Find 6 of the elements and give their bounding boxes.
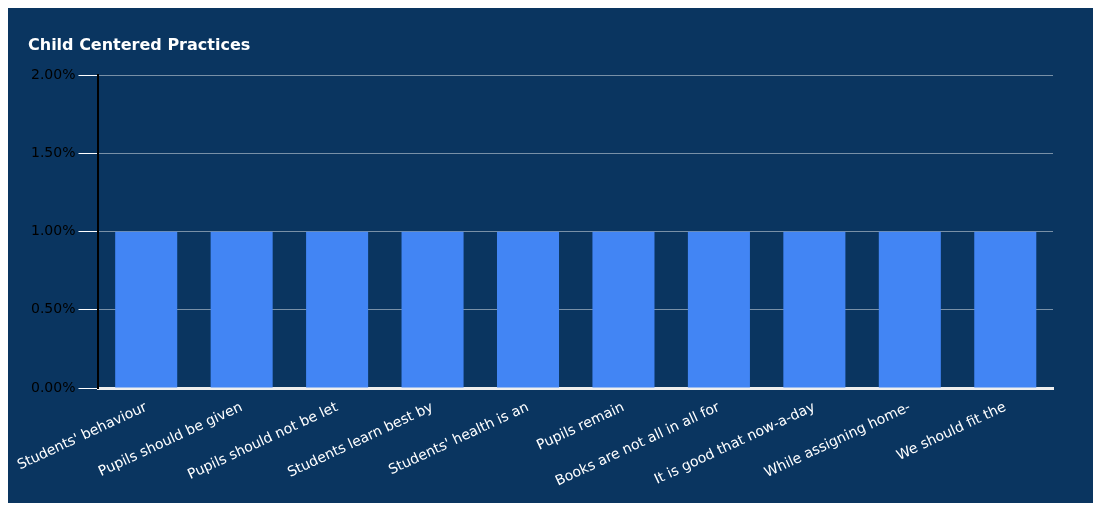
y-tick-label: 2.00% — [30, 65, 76, 82]
y-tick-label: 0.00% — [30, 378, 76, 395]
chart-title: Child Centered Practices — [28, 34, 251, 54]
y-tick-label: 0.50% — [30, 300, 76, 317]
y-tick-label: 1.00% — [30, 222, 76, 239]
y-tick-label: 1.50% — [30, 144, 76, 161]
